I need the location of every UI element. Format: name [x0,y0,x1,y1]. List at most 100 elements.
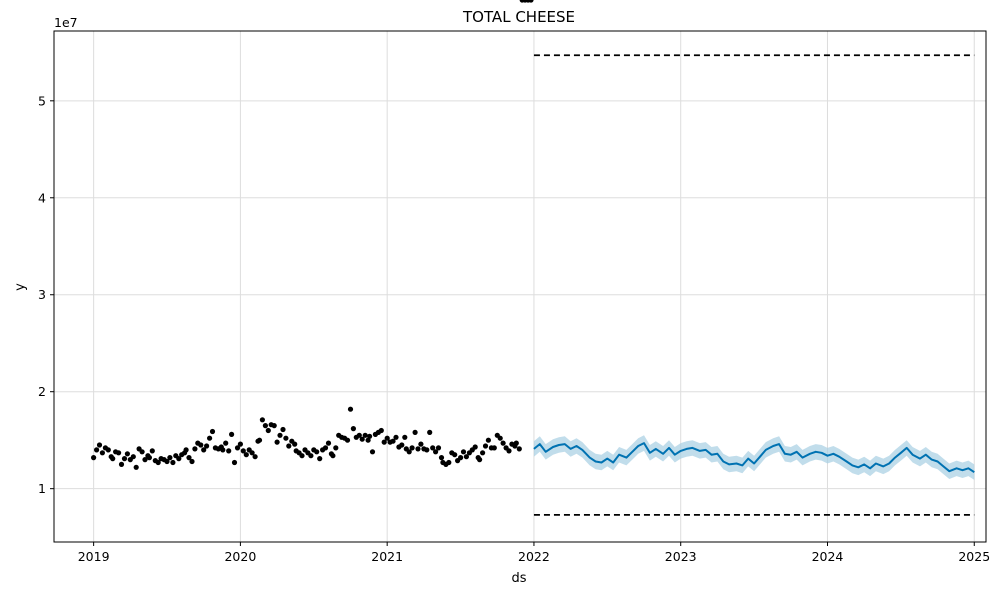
observed-point [458,455,463,460]
y-axis-label: y [13,283,28,291]
observed-point [266,428,271,433]
observed-point [326,441,331,446]
observed-point [473,444,478,449]
observed-point [308,453,313,458]
observed-point [402,435,407,440]
observed-point [122,456,127,461]
observed-point [393,435,398,440]
observed-point [116,450,121,455]
observed-point [410,445,415,450]
observed-point [220,447,225,452]
observed-point [134,465,139,470]
y-tick-label: 3 [38,287,46,302]
observed-point [348,407,353,412]
observed-point [272,423,277,428]
observed-point [330,453,335,458]
observed-point [223,441,228,446]
observed-point [229,432,234,437]
x-axis-label: ds [511,571,526,586]
observed-point [483,443,488,448]
observed-point [446,460,451,465]
chart-title: TOTAL CHEESE [462,8,575,26]
observed-points [91,0,534,470]
observed-point [192,446,197,451]
observed-point [517,446,522,451]
observed-point [184,447,189,452]
observed-point [452,452,457,457]
observed-point [514,441,519,446]
observed-point [283,436,288,441]
observed-point [204,443,209,448]
observed-point [170,460,175,465]
observed-point [427,430,432,435]
observed-point [501,441,506,446]
observed-point [167,455,172,460]
observed-point [210,429,215,434]
observed-point [280,427,285,432]
x-axis-ticks: 2019 2020 2021 2022 2023 2024 2025 [78,542,990,564]
observed-point [292,442,297,447]
observed-point [461,449,466,454]
observed-point [119,462,124,467]
observed-point [317,456,322,461]
observed-point [147,455,152,460]
observed-point [492,445,497,450]
y-axis-ticks: 1 2 3 4 5 [38,93,54,496]
observed-point [198,442,203,447]
observed-point [189,459,194,464]
observed-point [131,454,136,459]
x-tick-label: 2024 [812,549,844,564]
observed-point [351,426,356,431]
uncertainty-area [534,435,974,480]
y-tick-label: 4 [38,190,46,205]
observed-point [263,423,268,428]
observed-point [436,445,441,450]
observed-point [498,436,503,441]
observed-point [345,438,350,443]
observed-point [323,445,328,450]
observed-point [125,451,130,456]
observed-point [506,448,511,453]
observed-point [480,450,485,455]
observed-point [424,447,429,452]
observed-point [150,448,155,453]
observed-point [399,442,404,447]
observed-point [257,438,262,443]
observed-point [333,445,338,450]
x-tick-label: 2020 [224,549,256,564]
observed-point [277,433,282,438]
observed-point [486,438,491,443]
observed-point [260,417,265,422]
x-tick-label: 2021 [371,549,403,564]
observed-point [314,449,319,454]
observed-point [415,446,420,451]
observed-point [232,460,237,465]
observed-point [439,455,444,460]
observed-point [238,442,243,447]
observed-point [106,447,111,452]
observed-point [244,452,249,457]
observed-point [94,447,99,452]
uncertainty-band [534,435,974,480]
observed-point [379,428,384,433]
observed-point [253,454,258,459]
x-tick-label: 2023 [665,549,697,564]
y-scale-label: 1e7 [54,15,78,30]
observed-point [207,436,212,441]
observed-point [299,453,304,458]
observed-point [413,430,418,435]
x-tick-label: 2025 [958,549,990,564]
x-tick-label: 2019 [78,549,110,564]
observed-point [226,448,231,453]
observed-point [140,449,145,454]
observed-point [418,442,423,447]
observed-point [97,442,102,447]
observed-point [91,455,96,460]
y-tick-label: 5 [38,93,46,108]
observed-point [100,450,105,455]
y-tick-label: 2 [38,384,46,399]
observed-point [367,434,372,439]
observed-point [110,456,115,461]
observed-point [477,457,482,462]
